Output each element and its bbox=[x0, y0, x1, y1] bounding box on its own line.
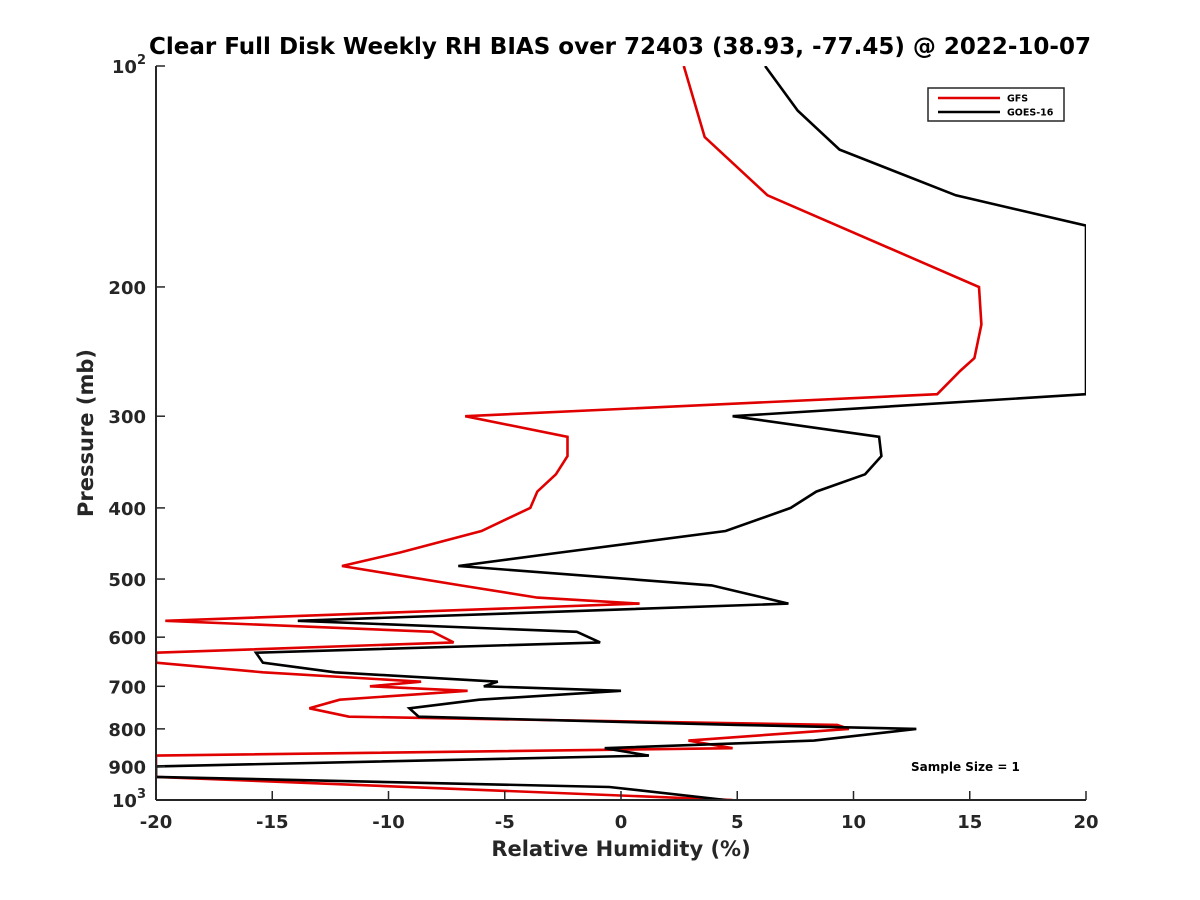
x-tick-label: 0 bbox=[615, 812, 628, 833]
y-tick-label: 600 bbox=[108, 628, 146, 649]
y-tick-label: 500 bbox=[108, 570, 146, 591]
legend-box bbox=[927, 87, 1065, 122]
y-tick-label: 103 bbox=[112, 787, 146, 812]
x-tick-label: -10 bbox=[372, 812, 405, 833]
x-tick-label: -20 bbox=[140, 812, 173, 833]
x-axis-label: Relative Humidity (%) bbox=[491, 837, 750, 861]
x-tick-label: 15 bbox=[957, 812, 982, 833]
legend-label: GOES-16 bbox=[1007, 108, 1054, 119]
x-tick-label: 5 bbox=[731, 812, 744, 833]
series-line-goes-16 bbox=[156, 66, 1086, 800]
x-tick-label: 10 bbox=[841, 812, 866, 833]
x-tick-label: 20 bbox=[1073, 812, 1098, 833]
series-lines bbox=[156, 66, 1086, 800]
legend-label: GFS bbox=[1007, 94, 1028, 105]
y-axis-label: Pressure (mb) bbox=[74, 349, 98, 517]
y-tick-label: 102 bbox=[112, 53, 146, 78]
y-tick-label: 400 bbox=[108, 499, 146, 520]
y-axis-ticks: 102 200 300 400 500 600 700 800 900 103 bbox=[108, 53, 165, 812]
chart-title: Clear Full Disk Weekly RH BIAS over 7240… bbox=[149, 34, 1091, 60]
y-tick-label: 700 bbox=[108, 677, 146, 698]
x-axis-ticks: -20 -15 -10 -5 0 5 10 15 20 bbox=[140, 791, 1099, 833]
x-tick-label: -5 bbox=[495, 812, 515, 833]
y-tick-label: 200 bbox=[108, 278, 146, 299]
sample-size-annotation: Sample Size = 1 bbox=[911, 760, 1020, 774]
y-tick-label: 300 bbox=[108, 407, 146, 428]
legend: GFS GOES-16 bbox=[927, 87, 1065, 122]
y-tick-label: 800 bbox=[108, 720, 146, 741]
x-tick-label: -15 bbox=[256, 812, 289, 833]
y-tick-label: 900 bbox=[108, 757, 146, 778]
